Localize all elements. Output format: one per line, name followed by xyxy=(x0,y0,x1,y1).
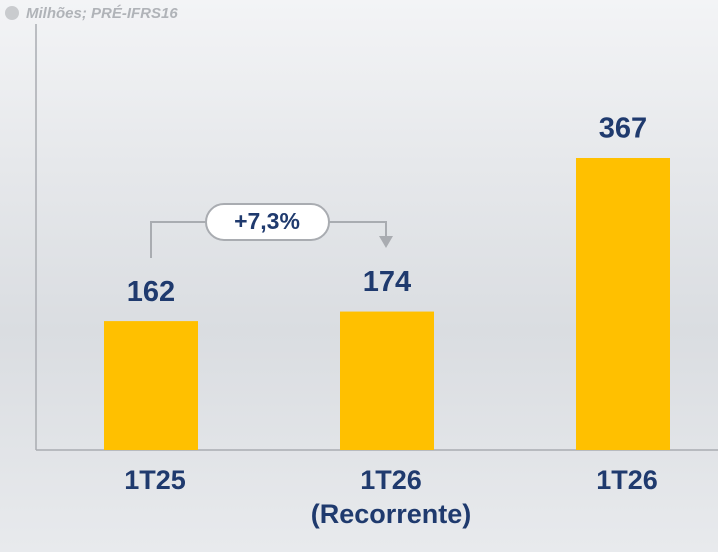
arrow-head xyxy=(379,236,393,248)
connector xyxy=(329,222,386,238)
x-tick-label: 1T26 xyxy=(527,463,718,497)
bar xyxy=(576,158,670,450)
annotation: +7,3% xyxy=(234,208,300,234)
bullet xyxy=(5,6,19,20)
data-label: 162 xyxy=(127,276,175,308)
connector xyxy=(151,222,206,258)
data-label: 367 xyxy=(599,113,647,145)
data-label: 174 xyxy=(363,266,411,298)
bar xyxy=(340,312,434,450)
subtitle: Milhões; PRÉ-IFRS16 xyxy=(26,5,178,22)
x-tick-label: 1T26 (Recorrente) xyxy=(291,463,491,531)
chart-container: Milhões; PRÉ-IFRS16 +7,3% 162 174 367 1T25… xyxy=(0,0,718,552)
bar xyxy=(104,321,198,450)
x-tick-label: 1T25 xyxy=(55,463,255,497)
